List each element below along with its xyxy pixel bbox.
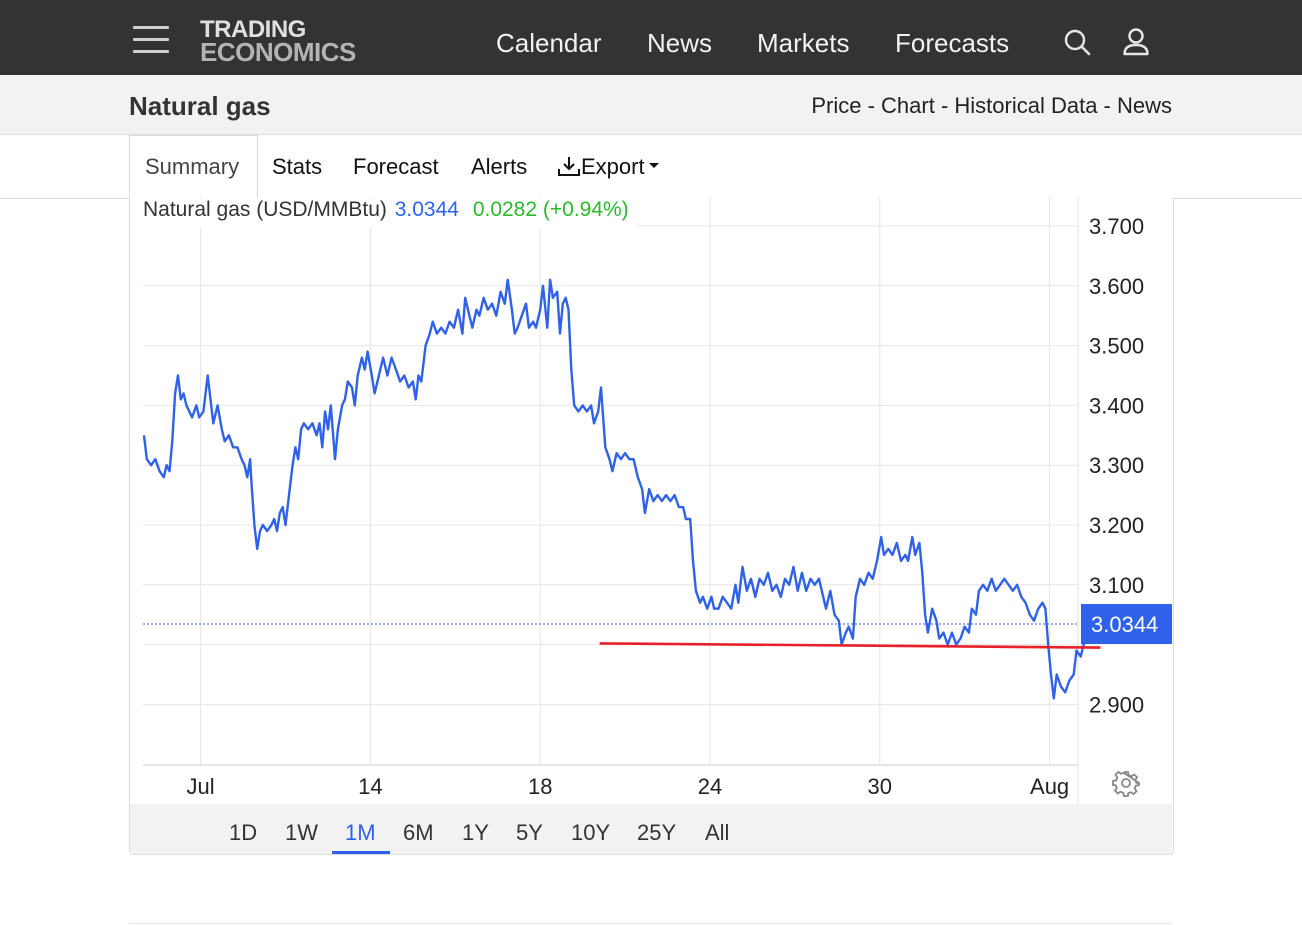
range-10y[interactable]: 10Y (571, 820, 611, 845)
x-tick-label: 30 (868, 774, 892, 799)
y-tick-label: 3.300 (1089, 453, 1144, 478)
top-navigation-bar: TRADING ECONOMICS Calendar News Markets … (0, 0, 1302, 75)
range-1y[interactable]: 1Y (462, 820, 489, 845)
range-5y[interactable]: 5Y (516, 820, 543, 845)
chart-settings-icon[interactable] (1112, 769, 1140, 797)
logo-line-2: ECONOMICS (200, 37, 356, 67)
chart-panel (129, 198, 1174, 855)
current-price-tag (1081, 604, 1172, 645)
breadcrumb[interactable]: Price - Chart - Historical Data - News (811, 93, 1172, 118)
current-price-label: 3.0344 (1091, 612, 1158, 637)
y-tick-label: 2.900 (1089, 692, 1144, 717)
legend-series-name: Natural gas (USD/MMBtu) (143, 198, 387, 221)
instrument-header (0, 75, 1302, 135)
y-tick-label: 3.100 (1089, 573, 1144, 598)
x-tick-label: 14 (358, 774, 382, 799)
y-tick-label: 3.500 (1089, 334, 1144, 359)
menu-icon[interactable] (133, 26, 169, 54)
range-selector (130, 804, 1172, 854)
tab-active-indicator (129, 135, 258, 200)
user-account-icon[interactable] (1121, 26, 1151, 58)
tab-forecast[interactable]: Forecast (353, 154, 439, 179)
nav-calendar[interactable]: Calendar (496, 28, 602, 58)
range-active-underline (332, 851, 390, 854)
tab-alerts[interactable]: Alerts (471, 154, 528, 179)
nav-forecasts[interactable]: Forecasts (895, 28, 1010, 58)
x-tick-label: Aug (1030, 774, 1069, 799)
search-icon[interactable] (1063, 26, 1093, 58)
section-divider (129, 923, 1172, 924)
download-icon (558, 157, 580, 176)
nav-markets[interactable]: Markets (757, 28, 850, 58)
caret-down-icon (648, 163, 659, 168)
range-1m[interactable]: 1M (345, 820, 376, 845)
x-tick-label: 18 (528, 774, 552, 799)
logo-line-1: TRADING (200, 16, 306, 43)
tab-summary[interactable]: Summary (145, 154, 240, 179)
trendline (599, 642, 1101, 649)
range-1d[interactable]: 1D (229, 820, 258, 845)
legend-price: 3.0344 (394, 198, 459, 221)
range-all[interactable]: All (705, 820, 730, 845)
y-tick-label: 3.600 (1089, 274, 1144, 299)
x-tick-label: Jul (187, 774, 215, 799)
page-title: Natural gas (129, 91, 271, 121)
y-tick-label: 3.200 (1089, 513, 1144, 538)
price-series-line (142, 278, 1094, 700)
x-tick-label: 24 (698, 774, 722, 799)
legend-change: 0.0282 (+0.94%) (472, 198, 629, 221)
trading-economics-logo[interactable]: TRADING ECONOMICS (200, 16, 356, 67)
tab-export[interactable]: Export (557, 154, 661, 180)
range-6m[interactable]: 6M (403, 820, 434, 845)
y-tick-label: 3.400 (1089, 393, 1144, 418)
range-1w[interactable]: 1W (285, 820, 318, 845)
export-label: Export (581, 154, 645, 179)
tab-stats[interactable]: Stats (272, 154, 323, 179)
range-25y[interactable]: 25Y (637, 820, 677, 845)
nav-news[interactable]: News (647, 28, 713, 58)
chart-legend: Natural gas (USD/MMBtu) 3.0344 0.0282 (+… (143, 198, 637, 228)
y-tick-label: 3.700 (1089, 214, 1144, 239)
